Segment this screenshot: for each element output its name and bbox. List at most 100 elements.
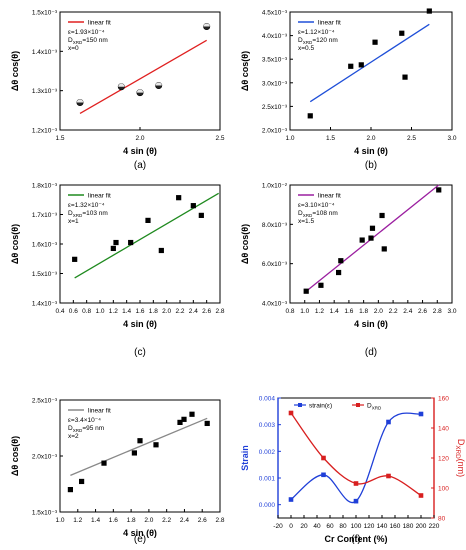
y2-axis-label: DXRD(nm) (454, 439, 466, 477)
data-point (67, 487, 73, 493)
data-point (110, 245, 116, 252)
panel-label: (b) (365, 160, 377, 171)
fit-line (309, 23, 430, 103)
series-point-1 (353, 481, 359, 486)
annotation-text: x=0.5 (298, 45, 314, 52)
x-tick-label: 1.2 (109, 308, 118, 315)
x-tick-label: 2.6 (198, 517, 207, 524)
x-tick-label: 120 (364, 523, 375, 530)
data-point (358, 62, 364, 68)
x-tick-label: 2.5 (215, 135, 224, 142)
y-tick-label: 1.4x10⁻³ (32, 49, 58, 56)
legend-label: linear fit (88, 20, 111, 27)
y-tick-label: 4.0x10⁻³ (262, 301, 288, 308)
series-point-0 (321, 472, 326, 478)
y-tick-label: 1.8x10⁻³ (32, 183, 58, 190)
legend-label: linear fit (318, 20, 341, 27)
legend-marker (298, 403, 302, 407)
x-tick-label: 1.0 (285, 135, 294, 142)
x-tick-label: 2.6 (418, 308, 427, 315)
data-point (113, 239, 119, 246)
x-axis-label: 4 sin (θ) (354, 146, 388, 156)
data-point (359, 237, 365, 243)
x-tick-label: 20 (300, 523, 308, 530)
y2-tick-label: 120 (438, 456, 449, 463)
data-point (101, 460, 107, 466)
x-tick-label: 80 (339, 523, 347, 530)
data-point (128, 239, 134, 246)
x-tick-label: 220 (429, 523, 440, 530)
data-point (153, 442, 159, 448)
panel-e: 1.0 1.2 1.4 1.6 1.8 2.0 2.2 2.4 2.6 2.8 1.5x10⁻³ 2.… (10, 398, 225, 546)
y-tick-label: 2.0x10⁻³ (262, 128, 288, 135)
x-tick-label: 1.2 (315, 308, 324, 315)
data-point (336, 269, 342, 276)
data-point (348, 63, 354, 69)
data-point (368, 235, 374, 241)
x-tick-label: 180 (403, 523, 414, 530)
y-tick-label: 4.5x10⁻³ (262, 10, 288, 17)
data-point (189, 411, 195, 417)
x-tick-label: 0.8 (82, 308, 91, 315)
annotation-text: x=2 (68, 433, 79, 440)
data-point-highlight (76, 99, 84, 103)
y-tick-label: 1.2x10⁻³ (32, 128, 58, 135)
x-tick-label: 1.5 (326, 135, 335, 142)
y2-tick-label: 140 (438, 426, 449, 433)
y-tick-label: 1.5x10⁻³ (32, 271, 58, 278)
data-point (204, 420, 210, 427)
x-axis-label: 4 sin (θ) (123, 528, 157, 538)
legend-label: linear fit (88, 408, 111, 415)
x-tick-label: 2.0 (366, 135, 375, 142)
data-point (303, 288, 309, 294)
legend-label: DXRD (367, 403, 382, 411)
data-point (176, 195, 182, 201)
series-point-1 (418, 493, 424, 498)
annotation-text: DXRD=103 nm (68, 210, 108, 218)
annotation-text: DXRD=150 nm (68, 37, 108, 45)
series-point-0 (353, 498, 359, 504)
data-point (137, 438, 143, 444)
data-point-highlight (203, 23, 210, 27)
x-axis-label: 4 sin (θ) (123, 319, 157, 329)
series-point-0 (288, 497, 294, 502)
x-tick-label: 1.8 (127, 517, 136, 524)
x-tick-label: 2.0 (135, 135, 144, 142)
x-tick-label: 1.6 (109, 517, 118, 524)
y-tick-label: 2.0x10⁻³ (32, 454, 58, 461)
x-tick-label: 0 (289, 523, 293, 530)
y-axis-label: Strain (240, 445, 250, 471)
panel-f: -20 0 20 40 60 80 100 120 140 160 180 200 2200.0000.… (240, 396, 466, 546)
data-point (198, 212, 204, 218)
x-tick-label: 2.4 (189, 308, 198, 315)
annotation-text: DXRD=120 nm (298, 37, 338, 45)
legend-label: linear fit (318, 193, 341, 200)
legend-label: strain(ε) (309, 403, 332, 410)
annotation-text: ε=1.32×10⁻⁴ (68, 202, 105, 209)
y-tick-label: 0.000 (259, 502, 276, 509)
x-tick-label: 1.8 (359, 308, 368, 315)
x-tick-label: 3.0 (447, 135, 456, 142)
data-point (369, 225, 376, 231)
data-point-highlight (136, 89, 144, 93)
x-tick-label: 2.2 (175, 308, 184, 315)
x-tick-label: 1.0 (300, 308, 309, 315)
annotation-text: x=1.5 (298, 218, 314, 225)
data-point (72, 256, 78, 262)
y2-tick-label: 80 (438, 516, 446, 523)
y-axis-label: Δθ cos(θ) (10, 51, 20, 91)
series-point-1 (386, 473, 391, 479)
panel-label: (c) (134, 347, 146, 358)
data-point (381, 246, 387, 252)
series-point-0 (386, 419, 391, 425)
x-tick-label: 0.4 (55, 308, 64, 315)
x-tick-label: 2.8 (215, 308, 224, 315)
annotation-text: ε=1.93×10⁻⁴ (68, 29, 105, 36)
x-tick-label: 1.4 (122, 308, 131, 315)
annotation-text: ε=3.4×10⁻⁴ (68, 417, 101, 424)
y-tick-label: 1.4x10⁻³ (32, 301, 58, 308)
y-tick-label: 3.5x10⁻³ (262, 57, 288, 64)
y-axis-label: Δθ cos(θ) (10, 436, 20, 476)
x-tick-label: 2.0 (374, 308, 383, 315)
